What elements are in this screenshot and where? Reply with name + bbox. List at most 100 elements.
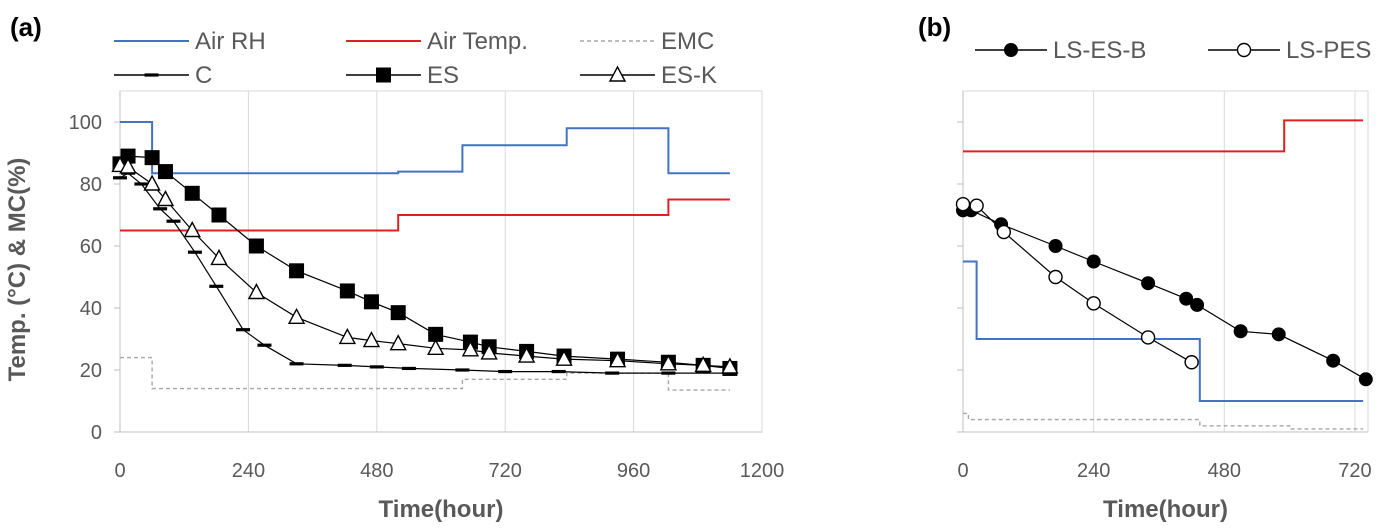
x-tick-label: 720 xyxy=(489,460,522,482)
data-point-c xyxy=(605,371,620,375)
data-point-es xyxy=(248,238,264,254)
panel-label: (a) xyxy=(10,12,42,42)
data-point-es-k xyxy=(143,174,161,191)
data-point-c xyxy=(551,369,566,374)
data-point-es-k xyxy=(247,283,266,300)
data-point-c xyxy=(498,369,513,374)
data-point-es-k xyxy=(517,346,536,363)
data-point-c xyxy=(187,250,202,254)
data-point-c xyxy=(113,176,127,180)
data-point-ls-pes xyxy=(996,224,1012,240)
x-tick-label: 480 xyxy=(360,460,393,482)
data-point-c xyxy=(209,284,224,288)
chart-panel-b: 0 240 480 720 Time(hour) (b) LS-ES-B LS-PES xyxy=(918,12,1373,523)
data-point-ls-pes xyxy=(1086,296,1101,311)
panel-label: (b) xyxy=(918,12,951,42)
series-line-air-temp xyxy=(120,198,730,232)
data-point-es-k xyxy=(338,327,357,345)
data-point-ls-pes xyxy=(969,198,984,213)
legend-marker-ls-es-b xyxy=(1004,43,1018,57)
legend-marker-es-k xyxy=(608,65,627,82)
data-point-es xyxy=(211,207,227,223)
legend-label-air-rh: Air RH xyxy=(195,28,266,55)
series-line-air-rh xyxy=(963,260,1364,402)
data-point-c xyxy=(337,363,352,367)
legend-item-emc: EMC xyxy=(580,28,714,55)
data-point-c xyxy=(166,219,181,223)
legend-item-air-temp: Air Temp. xyxy=(346,28,528,55)
data-point-c xyxy=(257,343,272,347)
data-point-es xyxy=(428,326,444,342)
data-point-es-k xyxy=(362,331,381,348)
x-tick-label: 720 xyxy=(1338,460,1371,482)
x-tick-label: 0 xyxy=(957,460,968,482)
series-line-ls-es-b xyxy=(963,209,1367,380)
data-point-es-k xyxy=(659,354,678,371)
y-tick-label: 60 xyxy=(80,236,102,258)
legend-item-ls-es-b: LS-ES-B xyxy=(975,37,1146,64)
data-point-es xyxy=(390,305,406,321)
data-point-es-k xyxy=(694,355,712,373)
data-point-es-k xyxy=(210,248,228,266)
legend-marker-c xyxy=(144,73,159,77)
series-ls-pes xyxy=(955,196,1199,370)
legend-marker-es xyxy=(376,67,391,83)
x-tick-label: 240 xyxy=(232,460,265,482)
data-point-c xyxy=(401,366,416,371)
data-point-es-k xyxy=(156,190,175,207)
data-point-ls-pes xyxy=(1140,330,1156,345)
y-axis-title: Temp. (°C) & MC(%) xyxy=(4,158,31,382)
data-point-ls-es-b xyxy=(1048,239,1063,253)
legend-label-ls-es-b: LS-ES-B xyxy=(1053,37,1146,64)
data-point-es xyxy=(157,164,173,180)
series-line-air-temp xyxy=(963,119,1364,153)
y-tick-label: 100 xyxy=(69,112,102,134)
data-point-ls-es-b xyxy=(1190,297,1205,312)
y-tick-label: 20 xyxy=(80,360,102,382)
series-air-rh xyxy=(963,260,1364,402)
data-point-c xyxy=(455,368,470,372)
data-point-es xyxy=(120,148,136,164)
data-point-ls-pes xyxy=(955,196,971,212)
series-emc xyxy=(963,412,1364,430)
data-point-es-k xyxy=(119,157,137,174)
chart-panel-a: 0 240 480 720 960 1200 0 20 40 60 80 100 Time(hour) T… xyxy=(4,12,784,523)
series-es-k xyxy=(111,155,739,374)
y-tick-label: 40 xyxy=(80,298,102,320)
data-point-es xyxy=(289,263,305,279)
legend-label-emc: EMC xyxy=(661,28,714,55)
series-air-temp xyxy=(120,198,730,232)
legend-label-es: ES xyxy=(427,62,459,89)
x-tick-label: 240 xyxy=(1077,460,1110,482)
series-line-c xyxy=(119,172,730,374)
x-tick-label: 480 xyxy=(1208,460,1241,482)
series-line-emc xyxy=(120,356,730,391)
data-point-ls-es-b xyxy=(1233,324,1248,339)
series-air-temp xyxy=(963,119,1364,153)
data-point-es-k xyxy=(721,357,739,374)
x-tick-label: 1200 xyxy=(740,460,785,482)
x-tick-label: 0 xyxy=(114,460,125,482)
data-point-es-k xyxy=(608,351,627,368)
legend-item-es-k: ES-K xyxy=(580,62,717,89)
legend-item-c: C xyxy=(114,62,212,89)
series-c xyxy=(113,171,737,375)
data-point-es-k xyxy=(183,221,201,238)
series-line-air-rh xyxy=(120,121,730,175)
series-air-rh xyxy=(120,121,730,175)
data-point-es-k xyxy=(389,334,407,351)
legend-label-c: C xyxy=(195,62,212,89)
data-point-es-k xyxy=(555,349,573,366)
series-line-es-k xyxy=(119,164,730,368)
x-tick-label: 960 xyxy=(617,460,650,482)
data-point-c xyxy=(661,371,676,375)
data-point-ls-es-b xyxy=(1271,327,1286,342)
data-point-ls-es-b xyxy=(1326,353,1341,368)
plot-frame xyxy=(962,90,1369,433)
data-point-ls-pes xyxy=(1048,269,1063,285)
series-emc xyxy=(120,356,730,391)
data-point-c xyxy=(134,182,149,186)
data-point-ls-es-b xyxy=(1358,372,1373,387)
x-axis-title: Time(hour) xyxy=(1103,496,1228,523)
